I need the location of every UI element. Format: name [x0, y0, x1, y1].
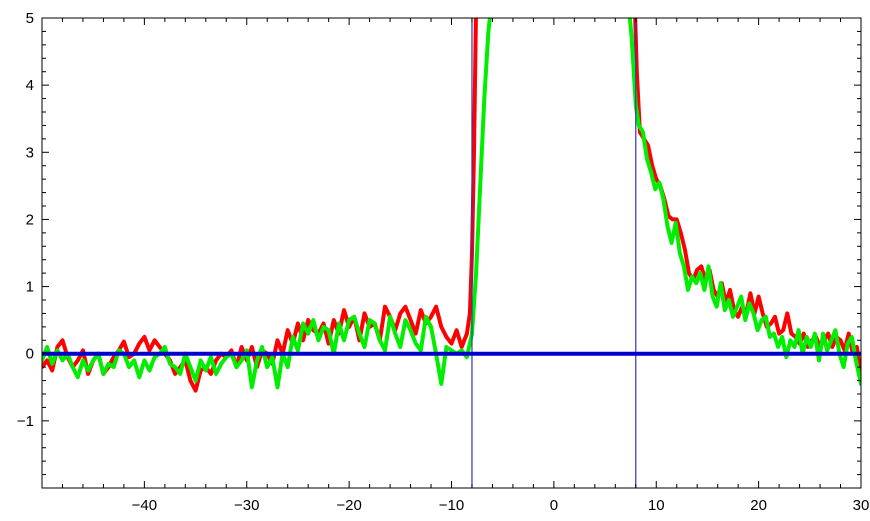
- x-tick-label: 10: [648, 497, 665, 514]
- y-tick-label: 1: [26, 279, 34, 296]
- y-tick-label: 2: [26, 211, 34, 228]
- y-tick-label: 4: [26, 77, 34, 94]
- x-tick-label: 20: [750, 497, 767, 514]
- x-tick-label: 30: [853, 497, 870, 514]
- x-tick-label: −40: [132, 497, 157, 514]
- series-2-line-2: [627, 18, 861, 386]
- plot-border: [41, 17, 862, 489]
- y-tick-label: 5: [26, 10, 34, 27]
- y-axis-ticks: −1 0 1 2 3 4 5: [17, 10, 861, 489]
- series-layer: [42, 18, 861, 393]
- x-tick-label: 0: [550, 497, 558, 514]
- y-tick-label: 0: [26, 346, 34, 363]
- series-1-line-2: [633, 18, 861, 380]
- reference-lines: [42, 18, 861, 488]
- y-tick-label: −1: [17, 413, 34, 430]
- x-tick-label: −20: [336, 497, 361, 514]
- x-tick-label: −10: [439, 497, 464, 514]
- x-tick-label: −30: [234, 497, 259, 514]
- x-axis-ticks: −40 −30 −20 −10 0 10 20 30: [41, 18, 870, 514]
- y-tick-label: 3: [26, 144, 34, 161]
- series-2-line-1: [42, 18, 492, 390]
- plot-frame: [41, 17, 862, 489]
